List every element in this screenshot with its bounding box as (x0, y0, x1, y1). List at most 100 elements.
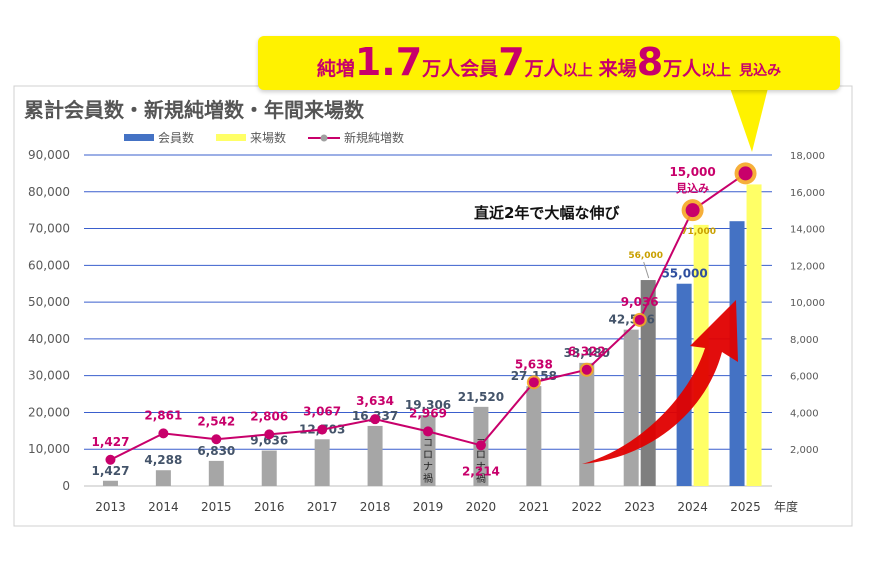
y2-tick-label: 18,000 (790, 151, 825, 162)
member-value-label: 19,306 (405, 398, 451, 412)
callout-text: 来場 (598, 58, 637, 80)
callout-number: 1.7 (354, 40, 423, 84)
callout-text: 見込み (739, 63, 782, 79)
x-tick-label: 2020 (466, 500, 497, 514)
member-bar (314, 439, 330, 486)
x-tick-label: 2015 (201, 500, 232, 514)
net-increase-point (738, 166, 753, 181)
legend-swatch-visitors (216, 134, 246, 141)
y2-tick-label: 6,000 (790, 372, 819, 383)
member-bar (526, 386, 542, 486)
y-tick-label: 80,000 (28, 185, 70, 199)
growth-arrow (582, 300, 738, 464)
bar-note-char: ナ (476, 461, 486, 473)
callout-pointer (730, 88, 768, 152)
x-tick-label: 2018 (360, 500, 391, 514)
y2-tick-label: 10,000 (790, 298, 825, 309)
visitor-value-label: 56,000 (628, 251, 663, 261)
y2-tick-label: 4,000 (790, 408, 819, 419)
net-increase-label: 2,806 (250, 409, 288, 423)
chart-title: 累計会員数・新規純増数・年間来場数 (24, 98, 364, 122)
visitor-value-label: 71,000 (681, 227, 716, 237)
member-value-label: 33,480 (564, 346, 610, 360)
legend-label: 来場数 (250, 130, 286, 145)
net-increase-label: 3,634 (356, 394, 394, 408)
y-tick-label: 60,000 (28, 258, 70, 272)
net-increase-label: 9,036 (621, 295, 659, 309)
x-tick-label: 2019 (413, 500, 444, 514)
x-tick-label: 2021 (519, 500, 550, 514)
member-bar (579, 362, 595, 486)
net-increase-point (158, 428, 169, 439)
net-increase-label: 6,322 (568, 345, 606, 359)
bar-note-char: コ (423, 438, 433, 449)
bar-note-char: ナ (423, 461, 433, 473)
net-increase-point (475, 440, 486, 451)
callout-text: 万人 (524, 58, 563, 80)
member-value-label: 1,427 (91, 464, 129, 478)
member-bar (367, 425, 383, 486)
callout-text: 万人 (422, 58, 461, 80)
bar-note-char: ロ (423, 450, 433, 461)
callout-number: 7 (498, 40, 525, 84)
x-tick-label: 2017 (307, 500, 338, 514)
y-tick-label: 10,000 (28, 442, 70, 456)
net-increase-point (211, 434, 222, 445)
callout-number: 8 (636, 40, 664, 84)
net-increase-point (634, 314, 645, 325)
y-tick-label: 50,000 (28, 295, 70, 309)
y-tick-label: 90,000 (28, 148, 70, 162)
x-tick-label: 2023 (624, 500, 655, 514)
member-value-label: 4,288 (144, 453, 182, 467)
x-tick-label: 2014 (148, 500, 179, 514)
legend-label: 新規純増数 (344, 130, 404, 145)
y-tick-label: 70,000 (28, 222, 70, 236)
y-tick-label: 40,000 (28, 332, 70, 346)
bar-note-char: 禍 (476, 472, 486, 485)
x-tick-label: 2025 (730, 500, 761, 514)
net-increase-point (370, 414, 381, 425)
net-increase-label: 5,638 (515, 357, 553, 371)
net-increase-label: 3,067 (303, 405, 341, 419)
member-value-label: 21,520 (458, 390, 504, 404)
net-increase-point (581, 364, 592, 375)
net-increase-label: 2,969 (409, 406, 447, 420)
y-tick-label: 30,000 (28, 369, 70, 383)
x-tick-label: 2016 (254, 500, 285, 514)
member-bar (155, 470, 171, 486)
member-value-label: 9,636 (250, 434, 288, 448)
net-increase-point (423, 426, 433, 437)
net-increase-point (105, 454, 116, 465)
bar-note-char: ロ (476, 450, 486, 461)
member-value-label: 6,830 (197, 444, 235, 458)
member-bar (676, 283, 692, 486)
x-tick-label: 2013 (95, 500, 126, 514)
y2-tick-label: 16,000 (790, 188, 825, 199)
net-increase-label: 15,000 (669, 165, 715, 179)
member-value-label: 55,000 (661, 267, 707, 281)
label-leader-line (643, 261, 650, 279)
x-unit-label: 年度 (774, 499, 798, 514)
y2-tick-label: 14,000 (790, 225, 825, 236)
bar-note-char: 禍 (423, 472, 433, 485)
x-tick-label: 2024 (677, 500, 708, 514)
net-increase-label: 2,542 (197, 414, 235, 428)
forecast-callout: 純増 1.7 万人 会員 7 万人 以上 来場 8 万人 以上 見込み (258, 36, 840, 90)
net-increase-point (685, 203, 700, 218)
net-increase-label: 2,214 (462, 464, 500, 478)
net-increase-point (317, 424, 328, 435)
visitor-bar (693, 224, 709, 486)
callout-text: 純増 (316, 58, 355, 80)
net-increase-point (528, 377, 539, 388)
y2-tick-label: 12,000 (790, 261, 825, 272)
legend-swatch-members (124, 134, 154, 141)
member-bar (102, 480, 118, 486)
y2-tick-label: 2,000 (790, 445, 819, 456)
callout-text: 万人 (663, 58, 702, 80)
legend-swatch-marker (320, 134, 328, 142)
growth-annotation: 直近2年で大幅な伸び (474, 204, 620, 222)
callout-text: 会員 (460, 58, 499, 80)
y2-tick-label: 8,000 (790, 335, 819, 346)
forecast-label: 見込み (675, 181, 709, 195)
